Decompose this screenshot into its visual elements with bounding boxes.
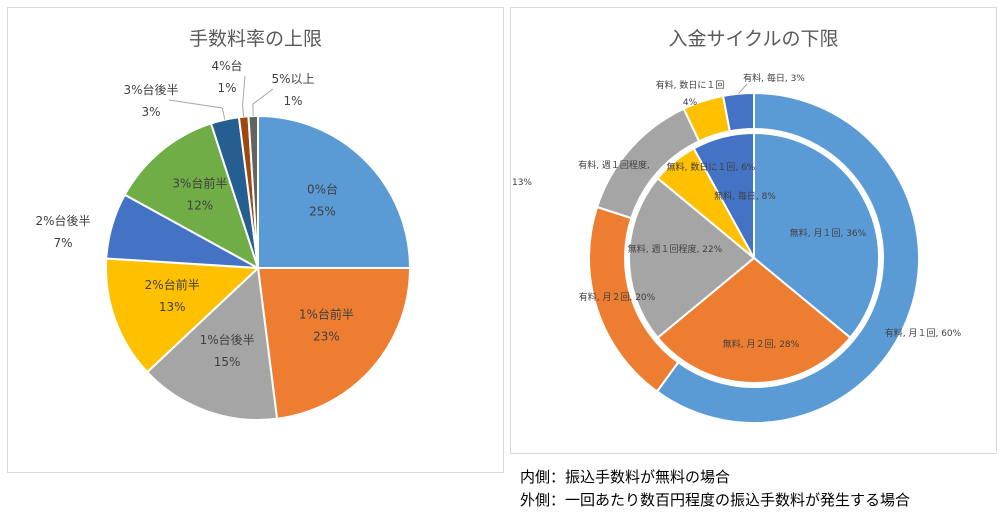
- leader-line-7: [242, 75, 246, 117]
- outer-slice-label-3-line2: 4%: [683, 98, 698, 108]
- slice-value-label-0: 25%: [309, 205, 336, 219]
- chart-title-fee-rate: 手数料率の上限: [188, 28, 322, 50]
- leader-line-6: [168, 99, 226, 120]
- slice-value-label-6: 3%: [141, 105, 160, 119]
- inner-slice-label-0: 無料, 月１回, 36%: [790, 227, 867, 239]
- slice-value-label-5: 12%: [187, 199, 214, 213]
- chart-title-deposit-cycle: 入金サイクルの下限: [668, 28, 839, 50]
- slice-value-label-3: 13%: [159, 300, 186, 314]
- inner-pie-slice-0: [753, 131, 880, 340]
- inner-pie-slice-2: [628, 176, 756, 340]
- slice-value-label-7: 1%: [217, 81, 236, 95]
- outer-slice-label-2-line2: 13%: [512, 178, 532, 188]
- slice-value-label-2: 15%: [214, 355, 241, 369]
- pie-chart-fee-rate: 0%台 25% 1%台前半 23% 1%台後半 15% 2%台前半 13% 2%台後半 7% 3%台…: [35, 58, 412, 421]
- slice-value-label-1: 23%: [313, 329, 340, 343]
- outer-slice-label-4: 有料, 毎日, 3%: [743, 72, 805, 84]
- slice-category-label-3: 2%台前半: [145, 277, 200, 292]
- slice-category-label-6: 3%台後半: [123, 82, 178, 97]
- outer-slice-label-0: 有料, 月１回, 60%: [885, 327, 962, 339]
- slice-category-label-7: 4%台: [211, 58, 242, 73]
- note-inner: 内側：振込手数料が無料の場合: [520, 468, 731, 486]
- note-outer: 外側：一回あたり数百円程度の振込手数料が発生する場合: [520, 491, 911, 509]
- slice-category-label-1: 1%台前半: [299, 306, 354, 321]
- leader-line-outer-4: [738, 83, 748, 95]
- inner-slice-label-3: 無料, 数日に１回, 6%: [667, 161, 756, 173]
- leader-line-8: [252, 88, 274, 117]
- chart-panel-fee-rate: 手数料率の上限 0%台 25% 1%台前半 23% 1%台後半 15% 2%台前半 13% 2%…: [7, 7, 504, 473]
- slice-category-label-8: 5%以上: [271, 72, 314, 86]
- slice-category-label-5: 3%台前半: [172, 176, 227, 191]
- slice-value-label-4: 7%: [53, 236, 72, 250]
- chart-panel-deposit-cycle: 入金サイクルの下限 無料, 月１回, 36% 無料, 月２回, 28% 無料, 週１…: [510, 7, 997, 454]
- chart-notes: 内側：振込手数料が無料の場合 外側：一回あたり数百円程度の振込手数料が発生する場…: [520, 466, 910, 512]
- outer-slice-label-2-line1: 有料, 週１回程度,: [578, 159, 650, 171]
- inner-slice-label-2: 無料, 週１回程度, 22%: [628, 243, 723, 255]
- outer-ring-slice-4: [721, 91, 755, 133]
- slice-category-label-4: 2%台後半: [35, 213, 90, 228]
- outer-slice-label-1: 有料, 月２回, 20%: [579, 291, 656, 303]
- inner-pie-slice-4: [692, 131, 755, 259]
- pie-slice-3: [105, 257, 261, 374]
- inner-pie-slice-1: [656, 256, 852, 384]
- outer-slice-label-3-line1: 有料, 数日に１回: [656, 79, 725, 91]
- slice-category-label-0: 0%台: [307, 182, 338, 197]
- slice-value-label-8: 1%: [283, 94, 302, 108]
- nested-pie-chart-deposit-cycle: 無料, 月１回, 36% 無料, 月２回, 28% 無料, 週１回程度, 22% 無料…: [512, 72, 962, 424]
- slice-category-label-2: 1%台後半: [200, 332, 255, 347]
- inner-slice-label-4: 無料, 毎日, 8%: [714, 190, 776, 202]
- pie-slice-2: [145, 265, 279, 421]
- inner-slice-label-1: 無料, 月２回, 28%: [723, 338, 800, 350]
- pie-slice-8: [247, 114, 259, 269]
- pie-slice-0: [257, 114, 412, 269]
- pie-slice-1: [256, 267, 412, 420]
- pie-slice-5: [123, 122, 260, 271]
